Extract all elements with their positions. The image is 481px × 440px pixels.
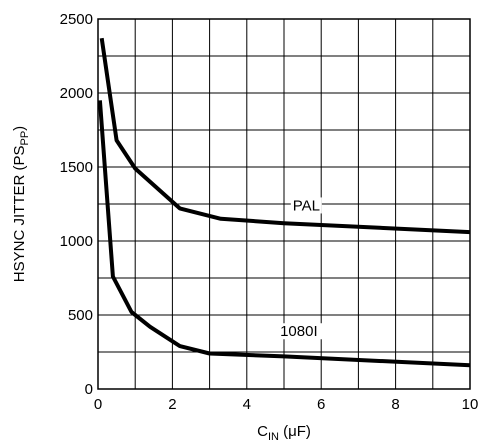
y-tick-label: 0: [85, 381, 93, 398]
axes: CIN (μF) HSYNC JITTER (PSPP): [11, 18, 471, 440]
plot-frame: [97, 18, 471, 390]
x-tick-label: 10: [462, 396, 479, 413]
y-axis-title: HSYNC JITTER (PSPP): [11, 126, 31, 282]
y-tick-label: 500: [68, 307, 93, 324]
series-labels: PAL 1080I: [274, 197, 324, 340]
tick-labels: 0 500 1000 1500 2000 2500 0 2 4 6 8 10: [60, 11, 479, 413]
x-tick-label: 4: [243, 396, 251, 413]
series-label-pal: PAL: [293, 197, 320, 214]
y-tick-label: 1000: [60, 233, 93, 250]
series-lines: [97, 37, 471, 368]
x-tick-label: 0: [94, 396, 102, 413]
y-tick-label: 1500: [60, 159, 93, 176]
series-line-pal: [99, 37, 471, 235]
x-axis-title: CIN (μF): [257, 423, 311, 440]
x-tick-label: 2: [168, 396, 176, 413]
y-tick-label: 2500: [60, 11, 93, 28]
series-label-bg: [274, 323, 324, 340]
series-label-1080i: 1080I: [280, 323, 318, 340]
series-label-bg: [290, 197, 322, 214]
y-tick-label: 2000: [60, 85, 93, 102]
series-line-1080i: [97, 100, 471, 368]
x-tick-label: 6: [317, 396, 325, 413]
x-tick-label: 8: [391, 396, 399, 413]
